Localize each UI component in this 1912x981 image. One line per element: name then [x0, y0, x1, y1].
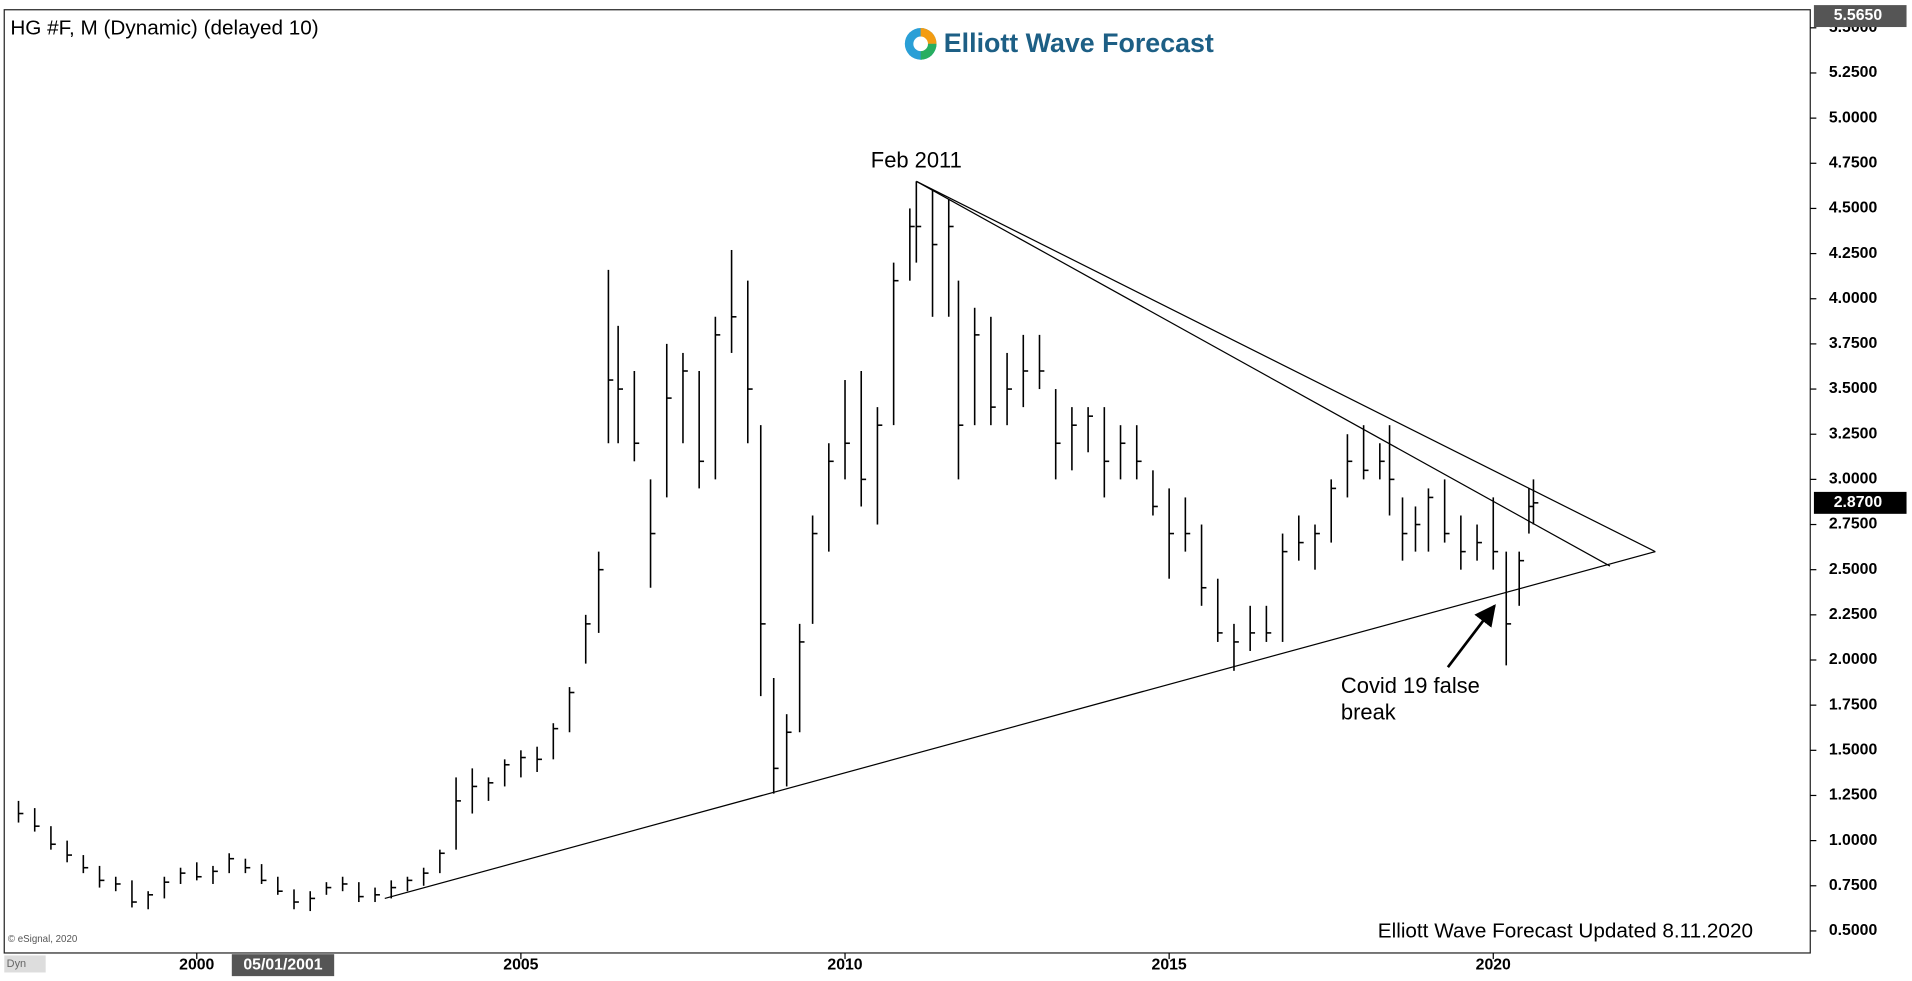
- y-tick-label: 4.2500: [1829, 245, 1878, 262]
- cursor-date-box: [231, 954, 335, 977]
- last-price-label: 2.8700: [1834, 494, 1883, 511]
- y-tick-label: 5.2500: [1829, 64, 1878, 81]
- y-tick-label: 2.5000: [1829, 561, 1878, 578]
- corner-label: Dyn: [7, 958, 26, 970]
- plot-frame: [3, 9, 1811, 954]
- y-tick-label: 1.2500: [1829, 787, 1878, 804]
- logo-icon-center: [913, 36, 928, 52]
- y-tick-label: 4.5000: [1829, 200, 1878, 217]
- high-marker-label: 5.5650: [1834, 7, 1883, 24]
- y-tick-label: 0.7500: [1829, 877, 1878, 894]
- y-tick-label: 1.0000: [1829, 832, 1878, 849]
- annotation: break: [1341, 700, 1396, 725]
- y-tick-label: 4.0000: [1829, 290, 1878, 307]
- annotation: Feb 2011: [871, 147, 962, 172]
- y-tick-label: 3.7500: [1829, 335, 1878, 352]
- logo-text: Elliott Wave Forecast: [944, 28, 1214, 58]
- x-tick-label: 2005: [503, 956, 538, 973]
- y-tick-label: 5.0000: [1829, 109, 1878, 126]
- trendline: [916, 180, 1656, 553]
- x-tick-label: 2020: [1476, 956, 1511, 973]
- cursor-date-label: 05/01/2001: [243, 956, 322, 973]
- y-tick-label: 3.5000: [1829, 380, 1878, 397]
- annotation-arrow: [1446, 604, 1496, 669]
- y-tick-label: 2.0000: [1829, 651, 1878, 668]
- copyright: © eSignal, 2020: [8, 934, 78, 945]
- y-tick-label: 4.7500: [1829, 154, 1878, 171]
- trendline: [916, 180, 1611, 567]
- footer: Elliott Wave Forecast Updated 8.11.2020: [1378, 920, 1753, 943]
- y-tick-label: 2.7500: [1829, 516, 1878, 533]
- annotation: Covid 19 false: [1341, 673, 1480, 698]
- trendline: [384, 551, 1656, 900]
- y-tick-label: 3.0000: [1829, 471, 1878, 488]
- corner-box: [4, 955, 46, 973]
- y-tick-label: 3.2500: [1829, 425, 1878, 442]
- chart-title: HG #F, M (Dynamic) (delayed 10): [10, 17, 318, 40]
- y-tick-label: 0.5000: [1829, 922, 1878, 939]
- x-tick-label: 2000: [179, 956, 214, 973]
- y-tick-label: 1.5000: [1829, 741, 1878, 758]
- high-marker-box: [1813, 5, 1907, 28]
- logo: Elliott Wave Forecast: [904, 28, 1214, 60]
- x-tick-label: 2015: [1152, 956, 1187, 973]
- last-price-box: [1813, 491, 1907, 514]
- x-tick-label: 2010: [827, 956, 862, 973]
- y-tick-label: 1.7500: [1829, 696, 1878, 713]
- y-tick-label: 2.2500: [1829, 606, 1878, 623]
